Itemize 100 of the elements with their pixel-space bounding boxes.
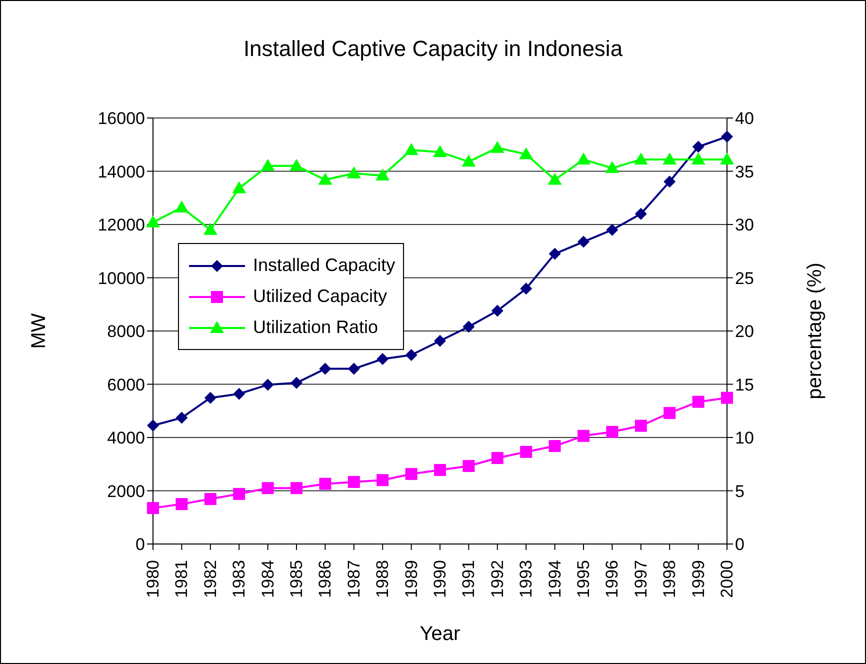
point (605, 161, 620, 174)
y-tick-label: 10000 (98, 268, 145, 288)
y-tick-label: 6000 (107, 375, 145, 394)
y2-tick-label: 35 (735, 162, 754, 182)
y2-axis-title: percentage (%) (804, 262, 826, 400)
point (176, 412, 188, 424)
x-tick-label: 1995 (574, 560, 593, 598)
y2-tick-label: 40 (735, 109, 754, 128)
x-tick-label: 1991 (459, 560, 478, 598)
x-tick-label: 1980 (144, 560, 162, 598)
point (548, 248, 561, 260)
point (662, 152, 677, 165)
x-tick-label: 1992 (488, 560, 507, 598)
point (691, 152, 706, 165)
point (233, 488, 246, 500)
point (634, 152, 648, 165)
legend-label: Utilized Capacity (253, 285, 388, 308)
point (233, 388, 246, 400)
point (262, 378, 274, 391)
point (147, 420, 159, 432)
point (204, 493, 216, 506)
point (548, 440, 561, 452)
point (433, 145, 447, 158)
point (721, 130, 733, 143)
x-tick-label: 1999 (688, 560, 708, 598)
x-tick-label: 1993 (516, 560, 536, 598)
point (490, 140, 504, 153)
x-tick-label: 1994 (545, 560, 564, 598)
point (462, 460, 475, 472)
point (606, 426, 618, 438)
point (548, 172, 562, 185)
point (346, 166, 361, 178)
point (634, 208, 647, 220)
point (232, 181, 246, 194)
point (348, 362, 360, 375)
y2-tick-label: 10 (735, 428, 754, 448)
y2-tick-label: 0 (735, 535, 744, 554)
point (491, 452, 504, 464)
point (606, 224, 618, 236)
legend-label: Installed Capacity (253, 254, 396, 277)
x-tick-label: 1983 (230, 560, 249, 598)
y-tick-label: 0 (136, 535, 145, 554)
point (319, 478, 332, 490)
point (290, 158, 304, 171)
point (634, 420, 647, 432)
y-tick-label: 12000 (98, 216, 145, 235)
y2-tick-label: 15 (735, 375, 754, 394)
y-tick-label: 14000 (98, 162, 145, 182)
y-tick-label: 2000 (107, 482, 145, 501)
point (721, 392, 733, 404)
point (664, 407, 676, 420)
point (376, 168, 390, 181)
x-axis-title: Year (420, 623, 461, 645)
y2-tick-label: 30 (735, 216, 754, 235)
y2-tick-label: 25 (735, 268, 754, 288)
y2-tick-label: 20 (735, 322, 754, 342)
x-tick-label: 1981 (172, 560, 192, 598)
point (720, 152, 734, 165)
point (348, 476, 360, 488)
x-tick-label: 1990 (430, 560, 450, 598)
x-tick-label: 1982 (200, 560, 220, 598)
point (204, 392, 216, 404)
point (692, 140, 704, 153)
y-axis-title: MW (28, 313, 50, 349)
x-tick-label: 1987 (344, 560, 364, 598)
point (318, 172, 332, 185)
chart-title: Installed Captive Capacity in Indonesia (242, 36, 624, 62)
point (576, 152, 590, 165)
point (578, 236, 590, 248)
y-tick-label: 4000 (107, 428, 145, 448)
point (376, 474, 389, 486)
y-tick-label: 16000 (98, 109, 145, 128)
point (319, 362, 332, 375)
y2-tick-label: 5 (735, 482, 744, 501)
point (174, 200, 189, 212)
point (462, 320, 475, 333)
point (520, 282, 532, 295)
point (519, 147, 534, 160)
point (405, 468, 418, 480)
point (578, 430, 590, 442)
point (262, 482, 274, 494)
point (376, 352, 389, 365)
point (462, 154, 476, 167)
point (434, 464, 446, 476)
point (664, 176, 676, 188)
point (404, 142, 418, 155)
point (434, 334, 446, 347)
x-tick-label: 1997 (631, 560, 650, 598)
point (520, 446, 532, 458)
point (405, 348, 418, 361)
legend-label: Utilization Ratio (253, 316, 378, 339)
x-tick-label: 1984 (258, 560, 278, 598)
x-tick-label: 1989 (402, 560, 421, 598)
x-tick-label: 2000 (718, 560, 736, 598)
point (176, 498, 188, 510)
point (146, 215, 160, 228)
point (290, 376, 302, 389)
point (260, 158, 275, 171)
point (290, 482, 302, 494)
x-tick-label: 1985 (287, 560, 306, 598)
